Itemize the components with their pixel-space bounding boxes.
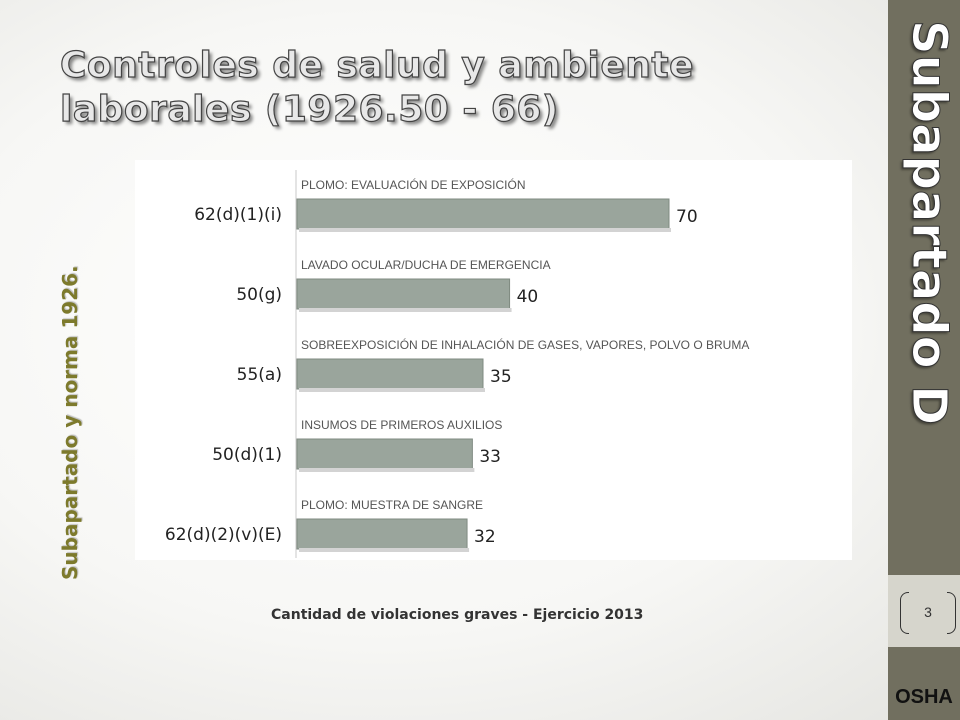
value-label: 32 bbox=[474, 527, 496, 547]
bracket-left bbox=[900, 592, 909, 634]
bar-shadow bbox=[299, 548, 470, 552]
category-label: 50(d)(1) bbox=[212, 445, 282, 465]
value-label: 70 bbox=[676, 207, 698, 227]
bar-description: PLOMO: EVALUACIÓN DE EXPOSICIÓN bbox=[301, 177, 526, 192]
logo-text: OSHA bbox=[895, 685, 953, 708]
bar bbox=[296, 198, 670, 230]
bar bbox=[296, 438, 473, 470]
value-label: 33 bbox=[479, 447, 501, 467]
bar-description: SOBREEXPOSICIÓN DE INHALACIÓN DE GASES, … bbox=[301, 337, 749, 352]
osha-logo: OSHA bbox=[888, 682, 960, 712]
section-title: Subapartado D bbox=[826, 20, 958, 426]
category-label: 50(g) bbox=[236, 285, 282, 305]
value-label: 35 bbox=[490, 367, 512, 387]
chart-caption: Cantidad de violaciones graves - Ejercic… bbox=[271, 607, 644, 623]
bar-description: LAVADO OCULAR/DUCHA DE EMERGENCIA bbox=[301, 258, 551, 272]
bar-description: INSUMOS DE PRIMEROS AUXILIOS bbox=[301, 418, 502, 432]
chart-panel: PLOMO: EVALUACIÓN DE EXPOSICIÓN 62(d)(1)(… bbox=[135, 160, 852, 560]
bar-chart: PLOMO: EVALUACIÓN DE EXPOSICIÓN 62(d)(1)(… bbox=[165, 170, 749, 558]
page-number: 3 bbox=[900, 592, 956, 634]
bar bbox=[296, 358, 484, 390]
page-number-text: 3 bbox=[924, 604, 932, 620]
category-label: 55(a) bbox=[237, 365, 282, 385]
bar-shadow bbox=[299, 228, 671, 232]
bar-shadow bbox=[299, 388, 485, 392]
bar-shadow bbox=[299, 308, 512, 312]
bracket-right bbox=[947, 592, 956, 634]
bar bbox=[296, 278, 511, 310]
bar bbox=[296, 518, 468, 550]
slide-title: Controles de salud y ambiente laborales … bbox=[59, 44, 694, 130]
value-label: 40 bbox=[517, 287, 539, 307]
bar-shadow bbox=[299, 468, 475, 472]
bar-description: PLOMO: MUESTRA DE SANGRE bbox=[301, 498, 483, 512]
section-title-text: Subapartado D bbox=[901, 20, 958, 426]
category-label: 62(d)(2)(v)(E) bbox=[165, 525, 282, 545]
category-label: 62(d)(1)(i) bbox=[194, 205, 282, 225]
vertical-axis-label: Subapartado y norma 1926. bbox=[58, 265, 82, 580]
